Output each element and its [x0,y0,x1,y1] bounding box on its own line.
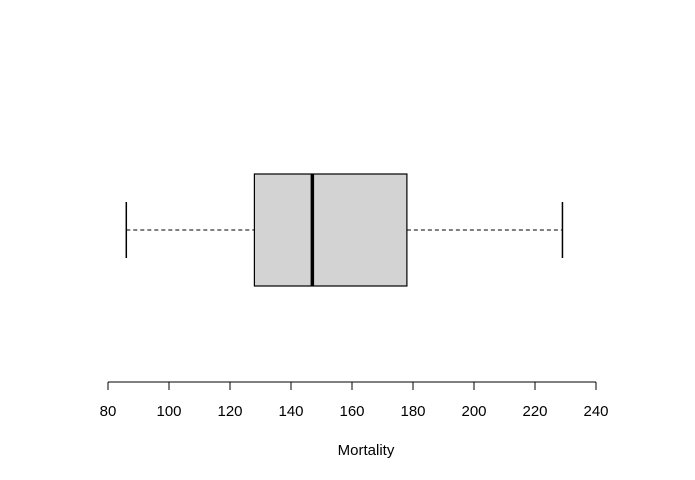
interquartile-box [253,173,408,287]
x-tick-label: 140 [278,403,303,420]
x-tick-label: 100 [156,403,181,420]
x-axis-title: Mortality [338,442,395,459]
x-tick-label: 180 [400,403,425,420]
x-axis: 80 100 120 140 160 180 200 220 240 [100,381,609,420]
box-group [125,173,564,287]
x-tick-label: 200 [461,403,486,420]
x-tick-label: 120 [217,403,242,420]
x-tick-label: 220 [522,403,547,420]
x-tick-label: 160 [339,403,364,420]
x-tick-label: 80 [100,403,117,420]
x-tick-label: 240 [583,403,608,420]
